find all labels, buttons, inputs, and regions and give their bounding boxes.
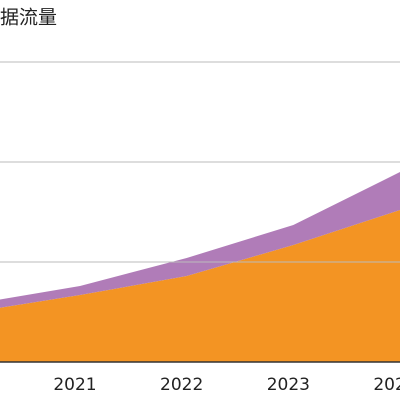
area bbox=[0, 172, 400, 308]
x-tick-label: 2022 bbox=[160, 375, 203, 395]
area bbox=[0, 210, 400, 362]
x-tick-label: 2023 bbox=[267, 375, 310, 395]
x-tick-label: 2021 bbox=[53, 375, 96, 395]
chart-title: 据流量 bbox=[0, 7, 57, 29]
x-tick-label: 2024 bbox=[373, 375, 400, 395]
